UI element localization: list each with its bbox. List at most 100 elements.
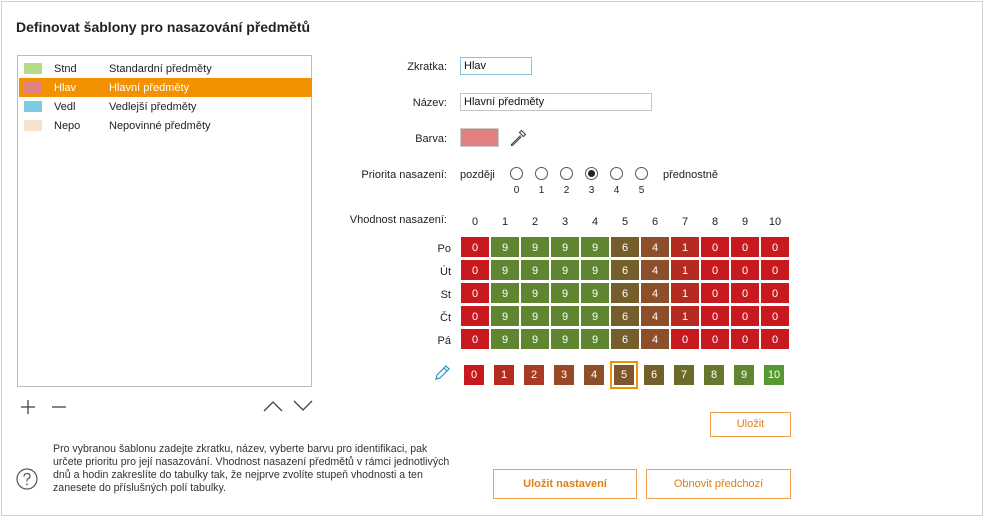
grid-cell[interactable]: 9 [580, 305, 610, 327]
priority-low-label: později [460, 169, 495, 181]
grid-cell[interactable]: 0 [730, 259, 760, 281]
palette-value-3[interactable]: 3 [553, 364, 575, 386]
grid-cell[interactable]: 0 [730, 282, 760, 304]
palette-value-6[interactable]: 6 [643, 364, 665, 386]
grid-cell[interactable]: 4 [640, 305, 670, 327]
grid-cell[interactable]: 9 [490, 236, 520, 258]
grid-cell[interactable]: 0 [700, 259, 730, 281]
grid-cell[interactable]: 0 [460, 282, 490, 304]
grid-cell[interactable]: 6 [610, 305, 640, 327]
palette-value-7[interactable]: 7 [673, 364, 695, 386]
grid-cell[interactable]: 0 [700, 328, 730, 350]
grid-cell[interactable]: 9 [520, 259, 550, 281]
grid-cell[interactable]: 0 [760, 328, 790, 350]
grid-row-header: Čt [440, 312, 451, 324]
grid-cell[interactable]: 6 [610, 328, 640, 350]
grid-cell[interactable]: 0 [700, 236, 730, 258]
grid-cell[interactable]: 1 [670, 259, 700, 281]
grid-cell[interactable]: 0 [760, 282, 790, 304]
priority-radio-1[interactable] [535, 167, 548, 180]
grid-cell[interactable]: 0 [760, 236, 790, 258]
add-icon[interactable] [20, 399, 36, 415]
restore-button[interactable]: Obnovit předchozí [646, 469, 791, 499]
grid-cell[interactable]: 4 [640, 282, 670, 304]
eyedropper-icon[interactable] [509, 129, 527, 147]
palette-value-4[interactable]: 4 [583, 364, 605, 386]
grid-cell[interactable]: 9 [520, 236, 550, 258]
list-item[interactable]: Nepo Nepovinné předměty [19, 116, 312, 135]
color-swatch[interactable] [460, 128, 499, 147]
priority-radio-5[interactable] [635, 167, 648, 180]
grid-row-header: Út [440, 266, 451, 278]
grid-cell[interactable]: 9 [580, 328, 610, 350]
grid-column-header: 6 [651, 216, 659, 228]
priority-radio-4[interactable] [610, 167, 623, 180]
list-item[interactable]: Stnd Standardní předměty [19, 59, 312, 78]
grid-column-header: 4 [591, 216, 599, 228]
grid-cell[interactable]: 9 [520, 305, 550, 327]
grid-cell[interactable]: 0 [700, 282, 730, 304]
name-input[interactable] [460, 93, 652, 111]
move-down-icon[interactable] [293, 399, 313, 413]
palette-value-8[interactable]: 8 [703, 364, 725, 386]
grid-cell[interactable]: 1 [670, 282, 700, 304]
grid-cell[interactable]: 9 [490, 259, 520, 281]
grid-cell[interactable]: 9 [490, 282, 520, 304]
list-item[interactable]: Vedl Vedlejší předměty [19, 97, 312, 116]
save-button[interactable]: Uložit [710, 412, 791, 437]
palette-value-5[interactable]: 5 [610, 361, 638, 389]
grid-cell[interactable]: 9 [580, 282, 610, 304]
grid-cell[interactable]: 4 [640, 328, 670, 350]
priority-radio-0[interactable] [510, 167, 523, 180]
palette-value-1[interactable]: 1 [493, 364, 515, 386]
grid-cell[interactable]: 0 [700, 305, 730, 327]
save-settings-button[interactable]: Uložit nastavení [493, 469, 637, 499]
grid-cell[interactable]: 9 [490, 305, 520, 327]
grid-cell[interactable]: 4 [640, 259, 670, 281]
move-up-icon[interactable] [263, 399, 283, 413]
grid-column-header: 10 [768, 216, 782, 228]
palette-value-2[interactable]: 2 [523, 364, 545, 386]
grid-cell[interactable]: 1 [670, 236, 700, 258]
grid-cell[interactable]: 9 [580, 236, 610, 258]
grid-cell[interactable]: 0 [730, 305, 760, 327]
template-list[interactable]: Stnd Standardní předměty Hlav Hlavní předmě… [17, 55, 312, 387]
priority-radio-2[interactable] [560, 167, 573, 180]
grid-cell[interactable]: 9 [580, 259, 610, 281]
palette-value-10[interactable]: 10 [763, 364, 785, 386]
grid-cell[interactable]: 0 [460, 328, 490, 350]
grid-cell[interactable]: 0 [730, 328, 760, 350]
grid-cell[interactable]: 0 [730, 236, 760, 258]
help-icon[interactable] [16, 468, 38, 490]
grid-cell[interactable]: 9 [520, 328, 550, 350]
grid-cell[interactable]: 6 [610, 259, 640, 281]
grid-cell[interactable]: 9 [490, 328, 520, 350]
template-name: Standardní předměty [109, 62, 212, 75]
palette-value-9[interactable]: 9 [733, 364, 755, 386]
abbr-input[interactable] [460, 57, 532, 75]
grid-cell[interactable]: 0 [670, 328, 700, 350]
grid-cell[interactable]: 9 [550, 328, 580, 350]
grid-cell[interactable]: 6 [610, 282, 640, 304]
grid-cell[interactable]: 0 [460, 236, 490, 258]
grid-cell[interactable]: 9 [550, 259, 580, 281]
list-item[interactable]: Hlav Hlavní předměty [19, 78, 312, 97]
grid-cell[interactable]: 9 [520, 282, 550, 304]
template-name: Hlavní předměty [109, 81, 190, 94]
palette-value-0[interactable]: 0 [463, 364, 485, 386]
grid-cell[interactable]: 9 [550, 305, 580, 327]
grid-cell[interactable]: 1 [670, 305, 700, 327]
grid-cell[interactable]: 9 [550, 282, 580, 304]
grid-cell[interactable]: 0 [760, 259, 790, 281]
grid-row-header: Po [437, 243, 451, 255]
pencil-icon[interactable] [433, 364, 451, 382]
grid-cell[interactable]: 6 [610, 236, 640, 258]
remove-icon[interactable] [51, 399, 67, 415]
grid-cell[interactable]: 9 [550, 236, 580, 258]
grid-cell[interactable]: 0 [460, 259, 490, 281]
grid-cell[interactable]: 0 [460, 305, 490, 327]
grid-cell[interactable]: 4 [640, 236, 670, 258]
priority-radio-3[interactable] [585, 167, 598, 180]
grid-cell[interactable]: 0 [760, 305, 790, 327]
